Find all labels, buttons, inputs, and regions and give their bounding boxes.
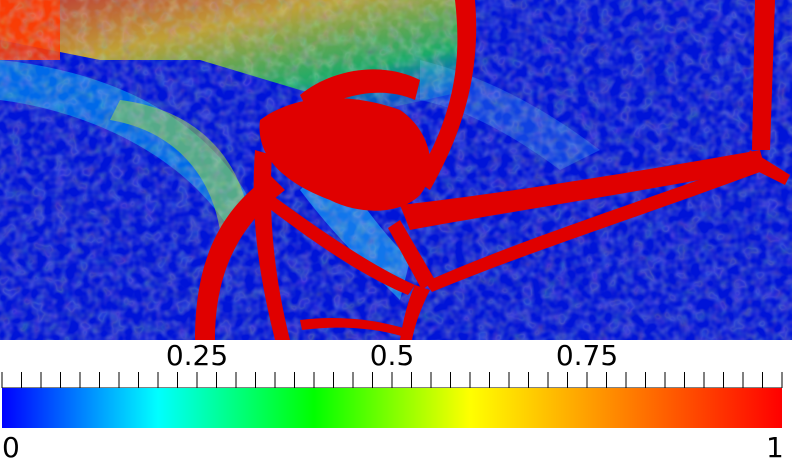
left-curved-shock — [195, 175, 285, 340]
central-blob-arm — [300, 69, 420, 115]
major-tick-label-1: 0.5 — [369, 339, 415, 372]
major-tick-label-2: 0.75 — [555, 339, 619, 372]
right-vertical-shock — [752, 0, 775, 150]
max-label: 1 — [766, 431, 784, 464]
colorbar — [2, 388, 782, 428]
heatmap-svg — [0, 0, 792, 340]
reflected-shock — [425, 160, 760, 292]
triple-point-right — [745, 150, 790, 185]
bottom-shock-fragment — [300, 318, 410, 338]
contact-discontinuity — [258, 190, 415, 295]
upper-curved-shock — [415, 0, 477, 190]
major-tick-label-0: 0.25 — [165, 339, 229, 372]
colorbar-gradient — [2, 388, 782, 428]
min-label: 0 — [2, 431, 20, 464]
shock-structures — [195, 0, 790, 340]
lower-oblique-shock — [388, 220, 435, 290]
lower-stem — [400, 285, 430, 340]
mach-stem — [400, 150, 765, 230]
central-blob — [259, 98, 431, 211]
heatmap-field — [0, 0, 792, 340]
